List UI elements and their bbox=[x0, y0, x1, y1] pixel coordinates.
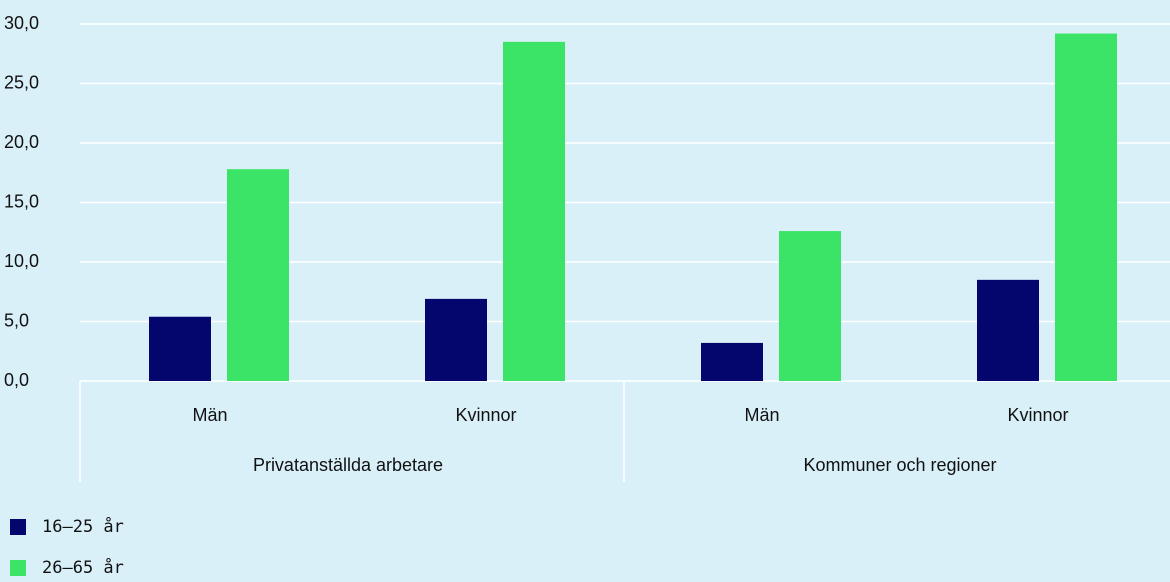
group-label: Kommuner och regioner bbox=[803, 455, 996, 475]
bar bbox=[503, 41, 565, 381]
y-tick-label: 30,0 bbox=[4, 13, 39, 33]
legend: 16–25 år 26–65 år bbox=[10, 516, 124, 578]
bar bbox=[149, 316, 211, 381]
y-tick-label: 0,0 bbox=[4, 370, 29, 390]
bar bbox=[977, 279, 1039, 381]
legend-label: 16–25 år bbox=[42, 516, 124, 537]
bar bbox=[779, 231, 841, 381]
y-tick-label: 25,0 bbox=[4, 72, 39, 92]
x-tick-label: Kvinnor bbox=[1007, 405, 1068, 425]
bar bbox=[1055, 33, 1117, 382]
y-tick-label: 5,0 bbox=[4, 310, 29, 330]
legend-swatch bbox=[10, 560, 26, 576]
bar bbox=[425, 298, 487, 381]
x-tick-label: Män bbox=[192, 405, 227, 425]
y-tick-label: 15,0 bbox=[4, 191, 39, 211]
legend-swatch bbox=[10, 519, 26, 535]
bar bbox=[227, 169, 289, 381]
y-tick-label: 10,0 bbox=[4, 251, 39, 271]
group-label: Privatanställda arbetare bbox=[253, 455, 443, 475]
x-tick-label: Kvinnor bbox=[455, 405, 516, 425]
bar bbox=[701, 342, 763, 381]
x-tick-label: Män bbox=[744, 405, 779, 425]
y-tick-label: 20,0 bbox=[4, 132, 39, 152]
legend-label: 26–65 år bbox=[42, 557, 124, 577]
